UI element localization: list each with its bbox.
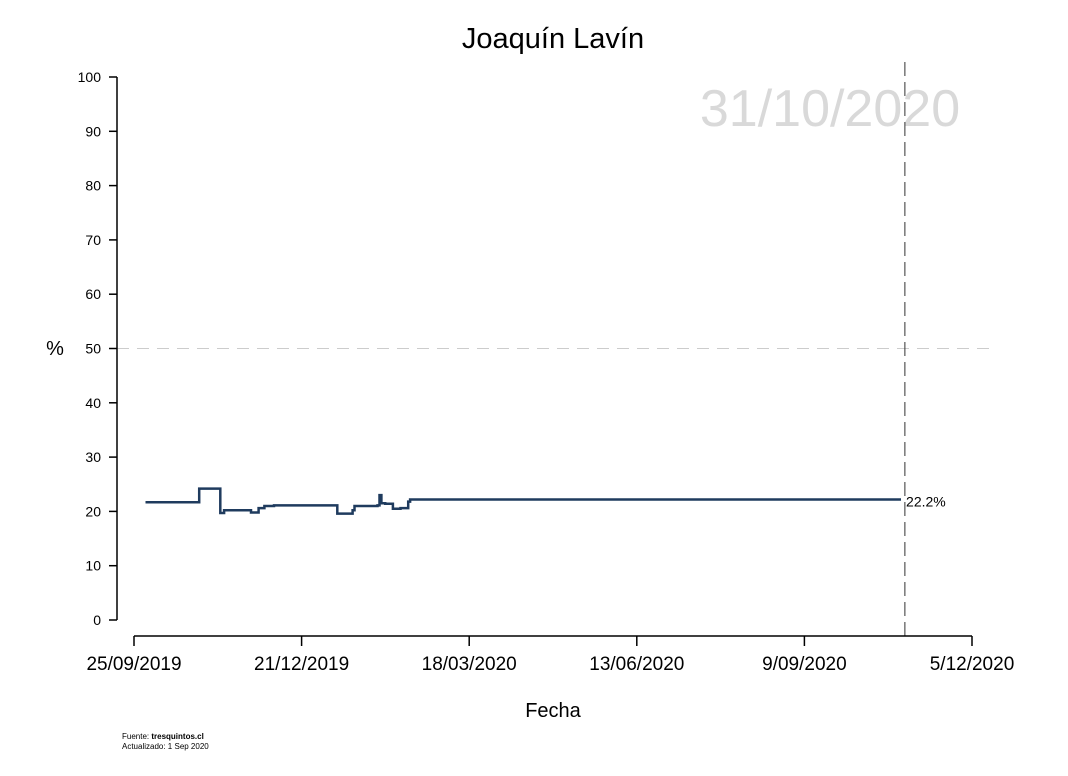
y-tick-label: 0 (93, 612, 101, 628)
y-tick-label: 80 (85, 178, 101, 194)
y-tick-label: 90 (85, 123, 101, 139)
x-tick-label: 21/12/2019 (254, 654, 349, 675)
x-tick-label: 5/12/2020 (930, 654, 1015, 675)
x-tick-label: 13/06/2020 (589, 654, 684, 675)
y-tick-label: 60 (85, 286, 101, 302)
x-tick-label: 9/09/2020 (762, 654, 847, 675)
x-axis-label: Fecha (525, 700, 581, 722)
x-tick-label: 18/03/2020 (422, 654, 517, 675)
footer: Fuente: tresquintos.cl Actualizado: 1 Se… (122, 732, 209, 752)
updated-line: Actualizado: 1 Sep 2020 (122, 742, 209, 751)
date-watermark: 31/10/2020 (700, 80, 960, 138)
series-line (145, 487, 901, 515)
y-tick-label: 100 (78, 69, 102, 85)
x-tick-label: 25/09/2019 (86, 654, 181, 675)
y-tick-label: 40 (85, 395, 101, 411)
source-link[interactable]: tresquintos.cl (151, 732, 204, 741)
y-tick-label: 20 (85, 503, 101, 519)
source-line: Fuente: tresquintos.cl (122, 732, 209, 742)
y-tick-label: 10 (85, 558, 101, 574)
y-tick-label: 50 (85, 341, 101, 357)
source-prefix: Fuente: (122, 732, 152, 741)
end-value-label: 22.2% (906, 493, 946, 509)
chart-title: Joaquín Lavín (462, 23, 644, 55)
y-axis-label: % (46, 338, 64, 360)
y-tick-label: 30 (85, 449, 101, 465)
y-tick-label: 70 (85, 232, 101, 248)
